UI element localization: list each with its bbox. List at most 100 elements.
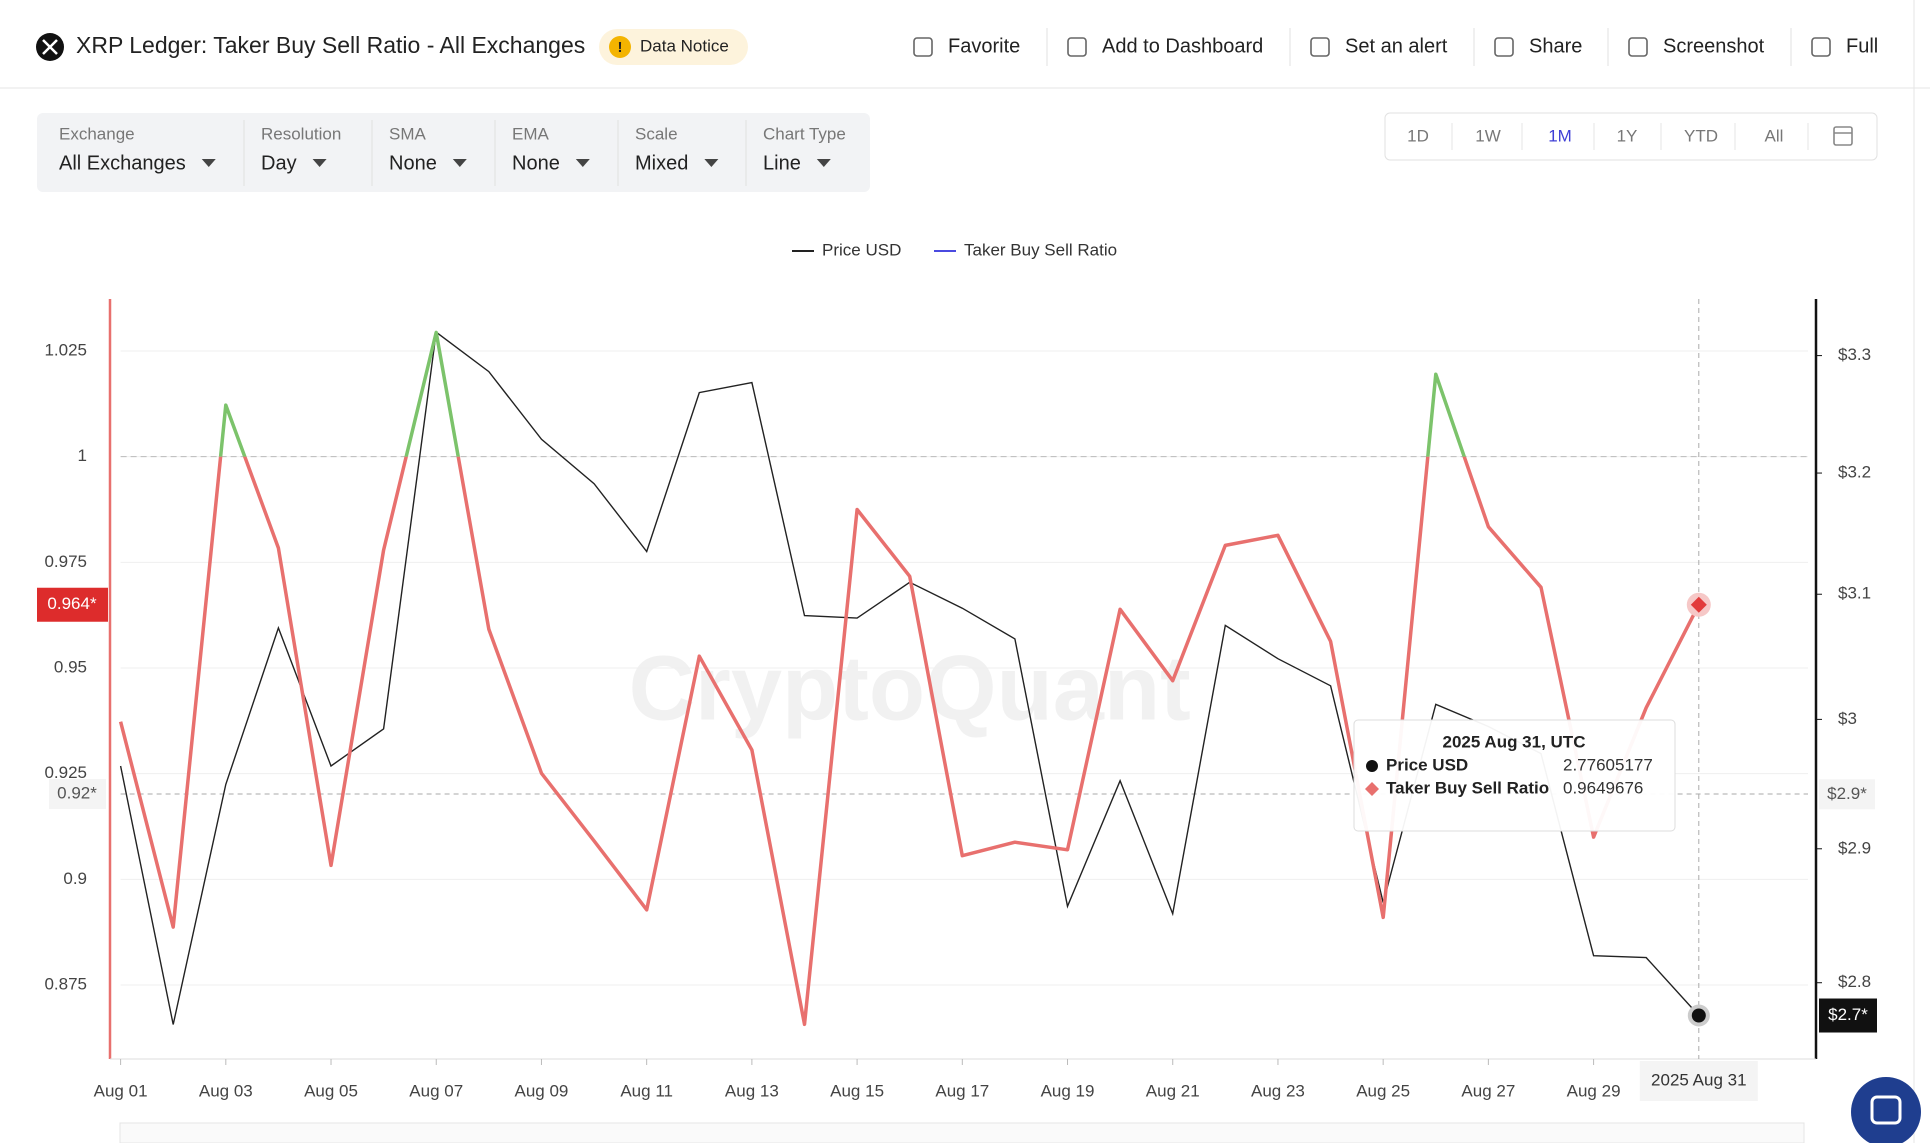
y2-tick-label: $3.3: [1838, 345, 1871, 364]
chart: CryptoQuant Price USD Taker Buy Sell Ratio…: [37, 240, 1877, 1101]
chat-button[interactable]: [1851, 1077, 1921, 1143]
tooltip-ratio-dot: [1365, 782, 1379, 796]
notice-icon-mark: !: [618, 39, 623, 56]
notice-icon: [609, 36, 631, 58]
y-tick-label: 1: [78, 446, 87, 465]
cursor-y2-label: $2.9*: [1827, 784, 1867, 803]
x-tick-label: Aug 15: [830, 1081, 884, 1100]
dropdown-arrow[interactable]: [575, 159, 590, 167]
navigator[interactable]: [119, 1122, 1805, 1143]
y2-tick-label: $2.8: [1838, 972, 1871, 991]
control-label: SMA: [389, 124, 427, 143]
control-value[interactable]: Day: [261, 152, 297, 174]
control-value[interactable]: None: [389, 152, 437, 174]
action-icon[interactable]: [1811, 37, 1831, 57]
page-title: XRP Ledger: Taker Buy Sell Ratio - All E…: [76, 32, 585, 58]
x-tick-label: Aug 29: [1567, 1081, 1621, 1100]
notice-pill[interactable]: [599, 29, 748, 65]
x-tick-label: Aug 19: [1041, 1081, 1095, 1100]
action-icon[interactable]: [1310, 37, 1330, 57]
action-label[interactable]: Favorite: [948, 35, 1020, 57]
range-panel: [1384, 112, 1878, 161]
price-tag: [1819, 998, 1877, 1033]
action-icon[interactable]: [1494, 37, 1514, 57]
control-label: Chart Type: [763, 124, 846, 143]
ratio-marker: [1690, 596, 1707, 613]
action-label[interactable]: Add to Dashboard: [1102, 35, 1263, 57]
x-tick-label: Aug 03: [199, 1081, 253, 1100]
dropdown-arrow[interactable]: [452, 159, 467, 167]
y2-tick-label: $3.2: [1838, 463, 1871, 482]
control-label: Scale: [635, 124, 678, 143]
ratio-tag-label: 0.964*: [47, 594, 97, 613]
control-value[interactable]: All Exchanges: [59, 152, 186, 174]
action-label[interactable]: Full: [1846, 35, 1878, 57]
control-value[interactable]: None: [512, 152, 560, 174]
dropdown-arrow[interactable]: [816, 159, 831, 167]
tooltip: [1353, 719, 1676, 832]
ratio-line-below: [118, 456, 1701, 1027]
action-icon[interactable]: [1067, 37, 1087, 57]
control-value[interactable]: Mixed: [635, 152, 688, 174]
price-tag-label: $2.7*: [1828, 1005, 1868, 1024]
control-label: EMA: [512, 124, 550, 143]
ratio-line-above: [218, 330, 1467, 457]
x-tick-label: Aug 25: [1356, 1081, 1410, 1100]
dropdown-arrow[interactable]: [704, 159, 719, 167]
y-tick-label: 0.9: [63, 869, 87, 888]
calendar-icon[interactable]: [1833, 126, 1853, 146]
y2-tick-label: $2.9: [1838, 838, 1871, 857]
tooltip-price-value: 2.77605177: [1563, 755, 1653, 774]
action-label[interactable]: Screenshot: [1663, 35, 1765, 57]
action-label[interactable]: Share: [1529, 35, 1582, 57]
y2-tick-label: $3.1: [1838, 584, 1871, 603]
price-marker-core: [1691, 1008, 1706, 1023]
y-tick-label: 0.975: [44, 552, 87, 571]
x-tick-label: Aug 27: [1461, 1081, 1515, 1100]
cursor-x-label: 2025 Aug 31: [1651, 1070, 1746, 1089]
y2-tick-label: $3: [1838, 709, 1857, 728]
range-button[interactable]: 1D: [1407, 126, 1429, 145]
x-tick-label: Aug 01: [94, 1081, 148, 1100]
y-tick-label: 0.925: [44, 763, 87, 782]
xrp-logo-mark: [42, 39, 58, 55]
action-icon[interactable]: [1628, 37, 1648, 57]
dropdown-arrow[interactable]: [312, 159, 327, 167]
x-tick-label: Aug 17: [935, 1081, 989, 1100]
x-tick-label: Aug 05: [304, 1081, 358, 1100]
control-label: Exchange: [59, 124, 135, 143]
notice-label[interactable]: Data Notice: [640, 36, 729, 55]
x-tick-label: Aug 07: [409, 1081, 463, 1100]
control-label: Resolution: [261, 124, 341, 143]
y-tick-label: 1.025: [44, 340, 87, 359]
tooltip-price-dot: [1366, 760, 1378, 772]
range-button[interactable]: 1W: [1475, 126, 1501, 145]
x-tick-label: Aug 23: [1251, 1081, 1305, 1100]
tooltip-ratio-value: 0.9649676: [1563, 778, 1643, 797]
control-value[interactable]: Line: [763, 152, 801, 174]
legend-label[interactable]: Price USD: [822, 240, 901, 259]
x-tick-label: Aug 11: [620, 1081, 673, 1100]
cursor-y-label: 0.92*: [57, 783, 97, 802]
dropdown-arrow[interactable]: [201, 159, 216, 167]
action-bar: Favorite Add to Dashboard Set an alert Shar…: [913, 28, 1878, 66]
action-label[interactable]: Set an alert: [1345, 35, 1448, 57]
ratio-tag: [37, 587, 108, 622]
range-button[interactable]: 1M: [1548, 126, 1572, 145]
action-icon[interactable]: [913, 37, 933, 57]
controls: Exchange All Exchanges Resolution Day SMA Non…: [59, 120, 846, 186]
range-button[interactable]: All: [1765, 126, 1784, 145]
tooltip-title: 2025 Aug 31, UTC: [1443, 732, 1586, 751]
tooltip-price-name: Price USD: [1386, 755, 1468, 774]
legend-label[interactable]: Taker Buy Sell Ratio: [964, 240, 1117, 259]
cursor-y2-tag: [1819, 779, 1875, 810]
controls-panel: [37, 113, 870, 192]
tooltip-ratio-name: Taker Buy Sell Ratio: [1386, 778, 1549, 797]
range-button[interactable]: YTD: [1684, 126, 1718, 145]
x-tick-label: Aug 09: [515, 1081, 569, 1100]
cursor-y-tag: [49, 778, 106, 809]
x-tick-label: Aug 21: [1146, 1081, 1200, 1100]
range-button[interactable]: 1Y: [1617, 126, 1638, 145]
